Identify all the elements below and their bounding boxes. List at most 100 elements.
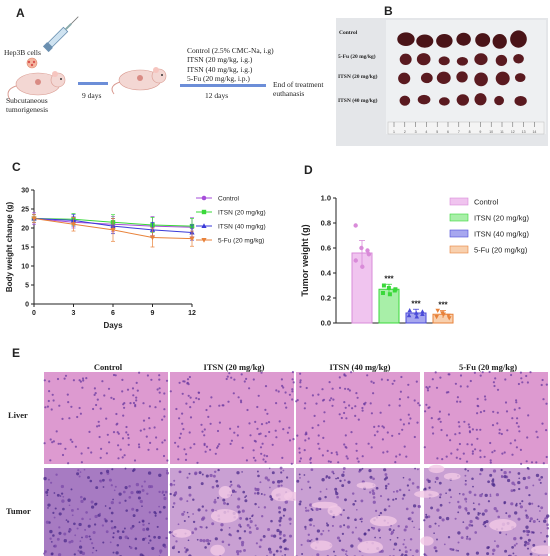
y-tick-label: 15	[21, 245, 29, 252]
nucleus	[202, 539, 206, 543]
data-point	[149, 235, 156, 241]
nucleus	[218, 404, 221, 407]
nucleus	[393, 379, 396, 382]
nucleus	[286, 548, 290, 551]
nucleus	[282, 514, 285, 517]
nucleus	[178, 417, 181, 420]
nucleus	[413, 435, 416, 439]
nucleus	[300, 543, 303, 546]
nucleus	[514, 511, 518, 515]
nucleus	[45, 520, 50, 524]
nucleus	[456, 400, 459, 403]
nucleus	[392, 498, 395, 501]
nucleus	[299, 381, 302, 384]
nucleus	[166, 471, 169, 475]
nucleus	[161, 418, 164, 421]
stroma-patch	[531, 545, 550, 555]
nucleus	[200, 423, 203, 426]
stroma-patch	[443, 472, 461, 480]
nucleus	[255, 527, 259, 531]
nucleus	[506, 429, 509, 432]
nucleus	[91, 542, 94, 545]
nucleus	[388, 404, 391, 407]
nucleus	[269, 486, 271, 489]
nucleus	[278, 519, 282, 523]
data-point	[446, 313, 451, 318]
nucleus	[132, 514, 136, 518]
nucleus	[436, 508, 440, 512]
tumor-mass	[397, 32, 415, 47]
nucleus	[454, 433, 457, 436]
nucleus	[173, 491, 178, 496]
nucleus	[474, 531, 478, 534]
nucleus	[457, 549, 459, 552]
nucleus	[110, 526, 114, 530]
panel-d-letter: D	[304, 163, 313, 177]
nucleus	[181, 422, 184, 425]
nucleus	[508, 470, 512, 474]
nucleus	[298, 473, 301, 476]
he-col-label: ITSN (20 mg/kg)	[203, 362, 265, 372]
nucleus	[323, 420, 326, 423]
nucleus	[153, 535, 156, 539]
nucleus	[361, 409, 364, 412]
nucleus	[526, 436, 529, 439]
nucleus	[251, 515, 254, 518]
tumor-mass	[456, 94, 469, 106]
nucleus	[156, 525, 159, 528]
nucleus	[417, 505, 421, 509]
nucleus	[268, 430, 271, 434]
nucleus	[489, 441, 492, 445]
nucleus	[125, 425, 128, 429]
stroma-patch	[356, 482, 376, 489]
nucleus	[203, 434, 206, 437]
nucleus	[459, 400, 462, 403]
nucleus	[350, 431, 353, 434]
nucleus	[341, 473, 345, 477]
nucleus	[343, 411, 346, 415]
nucleus	[467, 423, 470, 426]
nucleus	[108, 478, 112, 482]
nucleus	[368, 469, 372, 473]
nucleus	[531, 502, 534, 505]
nucleus	[254, 502, 257, 506]
nucleus	[458, 492, 461, 495]
nucleus	[541, 422, 544, 425]
nucleus	[292, 438, 295, 441]
data-point	[360, 264, 365, 269]
nucleus	[538, 520, 541, 523]
nucleus	[252, 378, 255, 381]
nucleus	[259, 481, 262, 484]
nucleus	[104, 505, 107, 507]
nucleus	[351, 492, 355, 495]
data-point	[420, 309, 425, 314]
nucleus	[162, 454, 166, 458]
nucleus	[466, 443, 469, 446]
tumor-mass	[495, 71, 510, 86]
nucleus	[496, 411, 499, 414]
stroma-patch	[489, 519, 517, 532]
nucleus	[383, 468, 387, 472]
nucleus	[489, 493, 492, 496]
nucleus	[445, 516, 450, 521]
nucleus	[519, 502, 522, 505]
nucleus	[280, 471, 283, 474]
tumor-mass	[492, 34, 507, 49]
x-axis-label: Days	[103, 321, 123, 330]
nucleus	[448, 488, 452, 492]
nucleus	[53, 544, 57, 548]
nucleus	[277, 390, 280, 393]
nucleus	[277, 484, 281, 488]
nucleus	[112, 532, 115, 535]
nucleus	[380, 378, 383, 381]
nucleus	[96, 398, 99, 401]
nucleus	[122, 403, 125, 406]
nucleus	[454, 382, 457, 385]
nucleus	[340, 416, 343, 420]
subcutaneous-label: Subcutaneous tumorigenesis	[6, 96, 48, 115]
nucleus	[432, 432, 435, 435]
treatment-item: ITSN (40 mg/kg, i.g.)	[187, 64, 253, 74]
days2-label: 12 days	[205, 91, 229, 100]
nucleus	[63, 532, 67, 536]
nucleus	[236, 434, 239, 437]
